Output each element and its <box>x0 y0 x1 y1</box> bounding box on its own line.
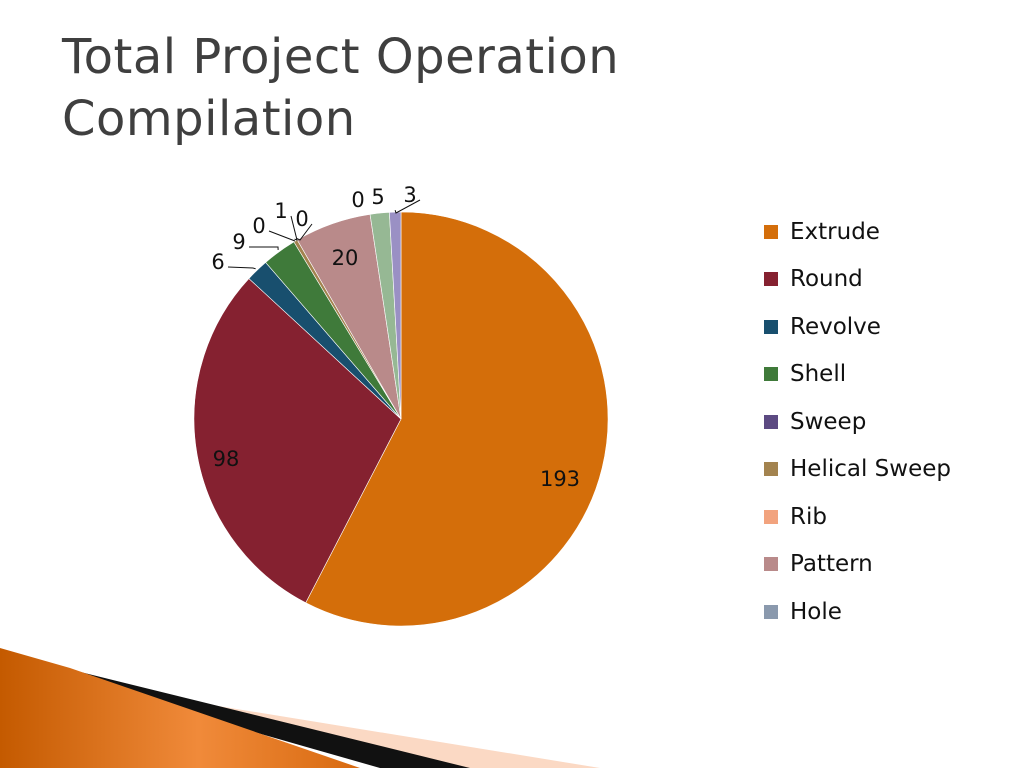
data-label-sweep: 0 <box>252 214 265 238</box>
legend-swatch <box>764 272 778 287</box>
decor-black-stripe <box>30 662 470 768</box>
leader-lines <box>227 199 421 270</box>
legend-item-shell: Shell <box>764 351 951 399</box>
legend-label: Revolve <box>790 313 881 340</box>
legend-label: Pattern <box>790 551 873 578</box>
legend-swatch <box>764 509 778 524</box>
leader-line-rib <box>295 223 313 241</box>
legend-item-helical-sweep: Helical Sweep <box>764 446 951 494</box>
pie-slices <box>193 211 609 627</box>
legend-item-hole: Hole <box>764 588 951 636</box>
legend-item-revolve: Revolve <box>764 303 951 351</box>
data-label-hole: 0 <box>351 188 364 212</box>
legend-item-rib: Rib <box>764 493 951 541</box>
legend-swatch <box>764 319 778 334</box>
slice-extrude <box>305 211 609 627</box>
data-label-pattern: 20 <box>332 246 359 270</box>
legend-item-extrude: Extrude <box>764 208 951 256</box>
legend-label: Helical Sweep <box>790 456 951 483</box>
slide-title: Total Project Operation Compilation <box>62 29 620 147</box>
legend-label: Hole <box>790 598 842 625</box>
legend-swatch <box>764 367 778 382</box>
leader-line-revolve <box>227 266 256 270</box>
legend-item-pattern: Pattern <box>764 541 951 589</box>
legend-swatch <box>764 414 778 429</box>
legend-swatch <box>764 462 778 477</box>
slice-round <box>193 278 402 604</box>
legend-label: Shell <box>790 361 847 388</box>
legend-label: Round <box>790 266 863 293</box>
data-label-revolve: 6 <box>211 250 224 274</box>
chart-legend: Extrude Round Revolve Shell Sweep Helical Swe… <box>764 208 951 636</box>
legend-swatch <box>764 224 778 239</box>
slice-unlabeled-10 <box>389 211 402 420</box>
data-label-rib: 0 <box>295 207 308 231</box>
legend-item-round: Round <box>764 256 951 304</box>
data-label-unlabeled-9: 5 <box>371 185 384 209</box>
leader-line-unlabeled-10 <box>394 199 421 214</box>
legend-item-sweep: Sweep <box>764 398 951 446</box>
leader-line-helical-sweep <box>290 215 298 241</box>
legend-swatch <box>764 604 778 619</box>
leader-line-shell <box>249 246 279 250</box>
legend-label: Rib <box>790 503 827 530</box>
data-label-unlabeled-10: 3 <box>403 183 416 207</box>
legend-label: Sweep <box>790 408 867 435</box>
leader-line-sweep <box>268 230 296 242</box>
data-label-round: 98 <box>213 447 240 471</box>
legend-label: Extrude <box>790 218 880 245</box>
data-label-extrude: 193 <box>540 467 580 491</box>
data-label-helical-sweep: 1 <box>274 199 287 223</box>
data-label-shell: 9 <box>232 230 245 254</box>
legend-swatch <box>764 557 778 572</box>
decor-orange-wedge <box>0 648 360 768</box>
